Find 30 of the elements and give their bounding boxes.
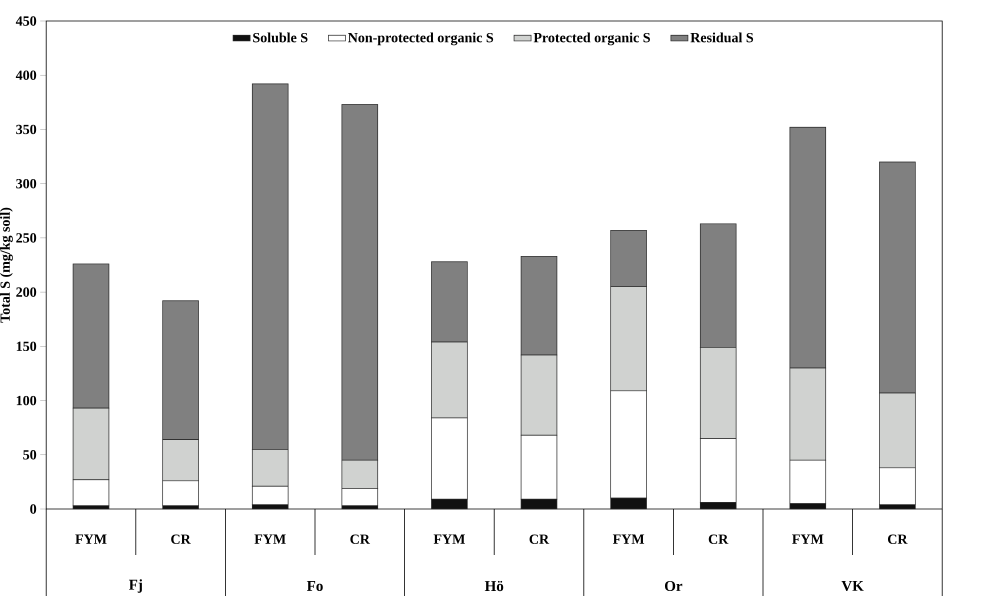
text: Hö	[484, 580, 504, 592]
x-tick-label: CR	[350, 534, 370, 544]
text: Fo	[306, 581, 323, 591]
y-tick-label: 100	[16, 396, 36, 406]
x-tick-label: CR	[708, 534, 728, 544]
text: Fj	[128, 579, 142, 593]
x-tick-label: FYM	[434, 534, 465, 544]
x-tick-label: CR	[530, 534, 550, 544]
y-tick-label: 300	[16, 178, 36, 188]
text: Or	[664, 580, 682, 592]
y-tick-label: 200	[16, 287, 36, 297]
x-tick-label: FYM	[792, 534, 824, 544]
legend-label: Residual S	[690, 32, 754, 42]
legend-label: Soluble S	[253, 32, 308, 42]
x-tick-label: CR	[171, 534, 191, 544]
y-tick-label: 150	[16, 342, 36, 352]
legend-label: Protected organic S	[534, 32, 650, 46]
x-tick-label: FYM	[612, 534, 644, 544]
y-tick-label: 50	[23, 450, 36, 460]
y-tick-label: 250	[16, 233, 36, 243]
y-tick-label: 400	[16, 70, 36, 80]
y-tick-label: 450	[16, 16, 36, 26]
x-tick-label: FYM	[254, 534, 286, 544]
text: VK	[842, 580, 864, 592]
y-tick-label: 350	[16, 124, 36, 134]
y-axis-title: Total S (mg/kg soil)	[0, 208, 13, 323]
y-tick-label: 0	[30, 504, 36, 514]
x-tick-label: FYM	[75, 534, 107, 544]
x-tick-label: CR	[888, 534, 908, 544]
legend-label: Non-protected organic S	[348, 32, 494, 46]
